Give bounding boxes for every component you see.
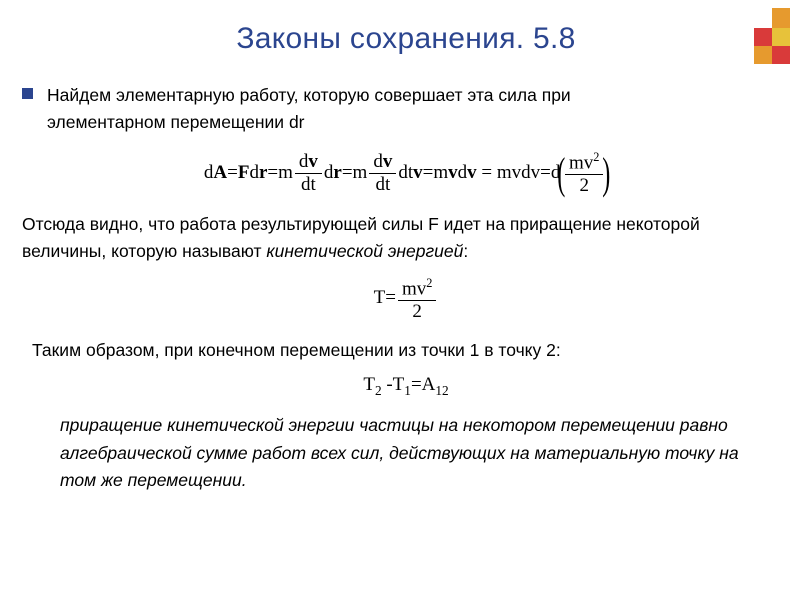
paragraph-2-tail: : (463, 241, 468, 261)
corner-decoration (754, 6, 794, 64)
slide-title: Законы сохранения. 5.8 (52, 22, 760, 56)
bullet-line-1: Найдем элементарную работу, которую сове… (47, 85, 571, 105)
formula-2-content: T=mv22 (374, 287, 439, 308)
bullet-line-2: элементарном перемещении dr (47, 112, 305, 132)
formula-1-content: dA=Fdr=mdvdtdr=mdvdtdtv=mvdv = mvdv=d(mv… (204, 162, 608, 183)
conclusion: приращение кинетической энергии частицы … (52, 412, 760, 493)
formula-3-content: T2 -T1=A12 (363, 374, 448, 395)
bullet-item-1: Найдем элементарную работу, которую сове… (22, 82, 760, 142)
formula-1: dA=Fdr=mdvdtdr=mdvdtdtv=mvdv = mvdv=d(mv… (52, 150, 760, 197)
paragraph-2: Отсюда видно, что работа результирующей … (22, 211, 760, 265)
formula-3: T2 -T1=A12 (52, 374, 760, 399)
bullet-icon (22, 88, 33, 99)
paragraph-2-em: кинетической энергией (266, 241, 463, 261)
paragraph-3: Таким образом, при конечном перемещении … (32, 337, 760, 364)
formula-2: T=mv22 (52, 276, 760, 323)
bullet-text: Найдем элементарную работу, которую сове… (47, 82, 571, 136)
slide: Законы сохранения. 5.8 Найдем элементарн… (0, 0, 800, 600)
